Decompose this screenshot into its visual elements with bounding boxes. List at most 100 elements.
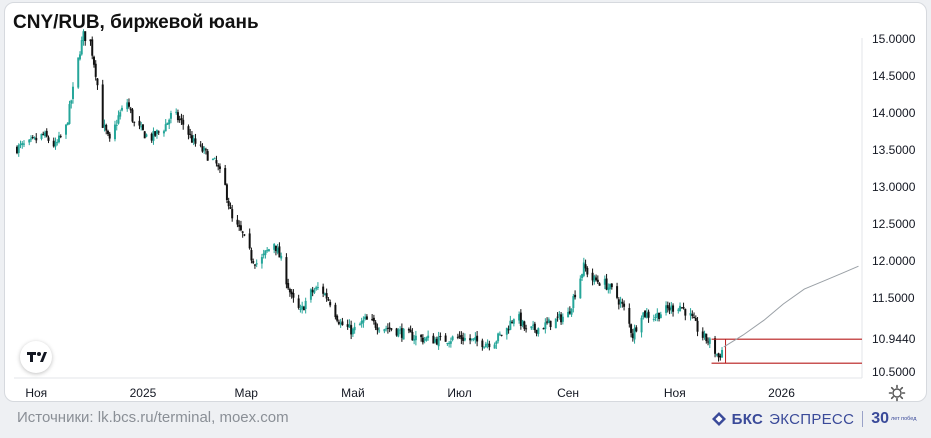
candle-body (390, 328, 393, 330)
candle-body (22, 143, 25, 145)
candle-body (78, 54, 81, 60)
candle-body (507, 329, 510, 331)
x-tick-label: Май (341, 386, 365, 400)
brand-divider (862, 411, 864, 427)
candle-body (260, 257, 263, 264)
candle-body (218, 166, 221, 169)
candle-body (623, 303, 626, 307)
y-tick-label: 13.5000 (872, 143, 916, 157)
candle-body (437, 336, 440, 347)
candle-body (481, 340, 484, 348)
candle-body (238, 224, 241, 227)
candle-body (91, 39, 94, 56)
candle-body (400, 328, 403, 338)
candle-body (439, 336, 442, 338)
candle-body (168, 119, 171, 125)
candle-body (525, 328, 528, 330)
candle-body (717, 353, 720, 358)
candle-body (593, 276, 596, 283)
candle-body (607, 287, 610, 291)
candle-body (630, 324, 633, 333)
candle-body (542, 328, 545, 330)
candle-body (547, 319, 550, 324)
candle-body (689, 313, 692, 316)
candle-body (567, 311, 570, 318)
candle-body (693, 316, 696, 318)
candle-body (595, 277, 598, 281)
candle-body (645, 312, 648, 318)
chart-title: CNY/RUB, биржевой юань (13, 12, 259, 33)
candle-body (66, 122, 69, 126)
candle-body (598, 283, 601, 286)
candle-body (472, 338, 475, 340)
candle-body (143, 131, 146, 139)
candle-body (486, 343, 489, 345)
candle-body (239, 225, 242, 231)
candle-body (640, 317, 643, 333)
candle-body (301, 305, 304, 310)
gear-icon[interactable] (888, 384, 906, 402)
candle-body (311, 289, 314, 293)
candle-body (278, 246, 281, 258)
candle-body (325, 293, 328, 299)
candle-body (694, 317, 697, 321)
candle-body (162, 131, 165, 134)
candle-body (21, 142, 24, 146)
candle-body (603, 278, 606, 285)
candle-body (129, 108, 132, 111)
candle-body (77, 57, 80, 88)
candle-body (45, 130, 48, 137)
candle-body (414, 335, 417, 341)
candle-body (679, 305, 682, 312)
candle-body (427, 335, 430, 338)
candle-body (470, 338, 473, 340)
candle-body (252, 261, 255, 263)
bcs-logo-icon (711, 412, 726, 426)
y-tick-label: 13.0000 (872, 180, 916, 194)
candle-body (715, 354, 718, 356)
candle-body (316, 286, 319, 288)
candle-body (248, 233, 251, 249)
candle-body (498, 333, 501, 335)
candle-body (677, 309, 680, 311)
candle-body (84, 31, 87, 41)
candle-body (395, 328, 398, 336)
candle-body (276, 247, 279, 253)
candle-body (360, 320, 363, 325)
source-caption: Источники: lk.bcs.ru/terminal, moex.com (17, 409, 289, 426)
candle-body (236, 219, 239, 225)
candle-body (605, 278, 608, 290)
candle-body (346, 324, 349, 327)
candle-body (561, 316, 564, 322)
candle-body (315, 287, 318, 290)
brand-name: БКС (731, 410, 764, 428)
candle-body (302, 306, 305, 311)
candle-body (154, 131, 157, 136)
candle-body (707, 341, 710, 343)
candle-body (708, 338, 711, 344)
candle-body (701, 331, 704, 338)
candle-body (15, 146, 18, 154)
candle-body (584, 264, 587, 269)
candle-body (434, 339, 437, 343)
candle-body (672, 305, 675, 312)
candle-body (610, 283, 613, 288)
candle-body (388, 327, 391, 329)
candle-body (92, 56, 95, 65)
candle-body (187, 126, 190, 135)
candle-body (399, 329, 402, 331)
x-tick-label: Июл (447, 386, 471, 400)
candle-body (199, 144, 202, 146)
candle-body (164, 124, 167, 132)
candle-body (56, 141, 59, 143)
candle-body (402, 328, 405, 340)
tradingview-logo-icon[interactable] (20, 341, 52, 373)
candle-body (350, 325, 353, 335)
candle-body (609, 284, 612, 290)
candle-body (243, 234, 246, 236)
candle-body (696, 320, 699, 332)
candle-body (519, 312, 522, 326)
candle-body (299, 309, 302, 311)
candle-body (432, 335, 435, 344)
